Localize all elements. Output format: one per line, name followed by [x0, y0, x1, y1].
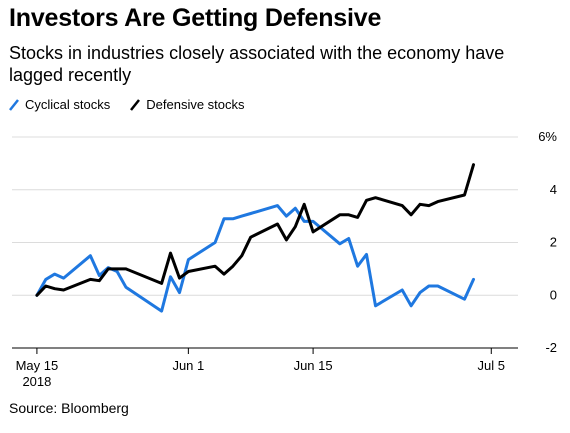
chart-title: Investors Are Getting Defensive	[9, 4, 382, 32]
series-line-cyclical	[35, 204, 475, 313]
legend-label-cyclical: Cyclical stocks	[25, 97, 111, 112]
x-tick-label: Jun 1	[172, 358, 204, 373]
legend-swatch-defensive-icon	[130, 98, 141, 111]
x-tick-label: Jun 15	[294, 358, 333, 373]
x-tick-label: May 15	[16, 358, 59, 373]
y-tick-label: 0	[550, 287, 557, 302]
source-note: Source: Bloomberg	[9, 400, 129, 416]
y-tick-label: 2	[550, 235, 557, 250]
legend-line-cyclical	[9, 98, 19, 111]
x-tick-label: Jul 5	[478, 358, 505, 373]
series-lines	[35, 163, 475, 313]
legend-item-defensive: Defensive stocks	[130, 97, 245, 112]
legend-line-defensive	[130, 98, 141, 111]
grid	[12, 136, 518, 349]
y-tick-label: 4	[550, 182, 557, 197]
y-tick-label: -2	[545, 340, 557, 355]
legend-item-cyclical: Cyclical stocks	[9, 97, 110, 112]
series-line-defensive	[35, 163, 475, 297]
y-tick-label: 6%	[538, 129, 557, 144]
y-axis: 6% 4 2 0 -2	[538, 129, 557, 355]
chart-subtitle: Stocks in industries closely associated …	[9, 43, 505, 85]
legend: Cyclical stocks Defensive stocks	[9, 97, 265, 112]
x-tick-sublabel: 2018	[22, 374, 51, 389]
legend-label-defensive: Defensive stocks	[146, 97, 245, 112]
legend-swatch-cyclical-icon	[9, 98, 19, 111]
